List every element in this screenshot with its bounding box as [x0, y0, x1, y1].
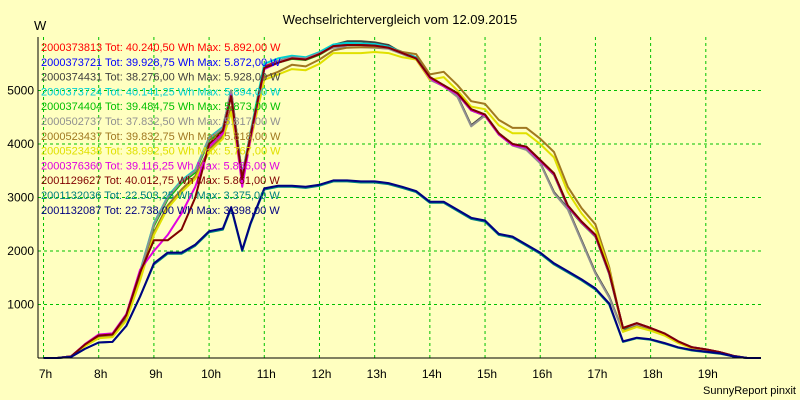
legend: 2000373813 Tot: 40.240,50 Wh Max: 5.892,…	[41, 42, 281, 217]
series-line-8	[43, 51, 761, 359]
legend-entry-8: 2000523438 Tot: 38.992,50 Wh Max: 5.767,…	[41, 146, 281, 158]
x-tick-label-2: 9h	[149, 367, 162, 381]
legend-entry-12: 2001132087 Tot: 22.738,00 Wh Max: 3.398,…	[41, 205, 280, 217]
x-tick-label-10: 17h	[587, 367, 607, 381]
axes	[37, 37, 761, 359]
chart-title: Wechselrichtervergleich vom 12.09.2015	[283, 12, 518, 27]
x-tick-label-3: 10h	[201, 367, 221, 381]
legend-entry-10: 2001129627 Tot: 40.012,75 Wh Max: 5.861,…	[41, 175, 280, 187]
series-line-10	[43, 44, 761, 359]
y-axis-unit: W	[34, 18, 47, 33]
y-tick-label-0: 1000	[7, 298, 34, 312]
legend-entry-5: 2000374404 Tot: 39.484,75 Wh Max: 5.873,…	[41, 101, 281, 113]
legend-entry-7: 2000523437 Tot: 39.832,75 Wh Max: 5.818,…	[41, 131, 281, 143]
x-tick-label-4: 11h	[257, 367, 276, 381]
y-tick-label-1: 2000	[7, 244, 34, 258]
x-tick-label-12: 19h	[698, 367, 718, 381]
x-tick-label-1: 8h	[94, 367, 107, 381]
footer-credit: SunnyReport pinxit	[703, 385, 796, 397]
x-tick-label-9: 16h	[532, 367, 552, 381]
x-tick-label-11: 18h	[643, 367, 663, 381]
x-tick-label-0: 7h	[39, 367, 52, 381]
x-tick-label-6: 13h	[367, 367, 387, 381]
y-tick-label-2: 3000	[7, 191, 34, 205]
x-tick-labels: 7h 8h 9h 10h 11h 12h 13h 14h 15h 16h 17h 18h 19h	[39, 367, 718, 381]
legend-entry-9: 2000376360 Tot: 39.116,25 Wh Max: 5.866,…	[41, 160, 280, 172]
legend-entry-4: 2000373724 Tot: 40.141,25 Wh Max: 5.894,…	[41, 86, 281, 98]
series-lines	[43, 40, 761, 359]
legend-entry-2: 2000373721 Tot: 39.928,75 Wh Max: 5.872,…	[41, 57, 281, 69]
y-tick-label-4: 5000	[7, 84, 34, 98]
y-tick-label-3: 4000	[7, 137, 34, 151]
legend-entry-1: 2000373813 Tot: 40.240,50 Wh Max: 5.892,…	[41, 42, 281, 54]
x-tick-label-7: 14h	[422, 367, 442, 381]
legend-entry-6: 2000502737 Tot: 37.832,50 Wh Max: 5.817,…	[41, 116, 281, 128]
x-tick-label-8: 15h	[477, 367, 497, 381]
legend-entry-3: 2000374431 Tot: 38.276,00 Wh Max: 5.928,…	[41, 72, 281, 84]
y-tick-labels: 1000 2000 3000 4000 5000	[7, 84, 34, 312]
series-line-12	[43, 179, 761, 359]
x-tick-label-5: 12h	[311, 367, 331, 381]
legend-entry-11: 2001132036 Tot: 22.503,25 Wh Max: 3.375,…	[41, 190, 280, 202]
grid	[38, 37, 761, 358]
